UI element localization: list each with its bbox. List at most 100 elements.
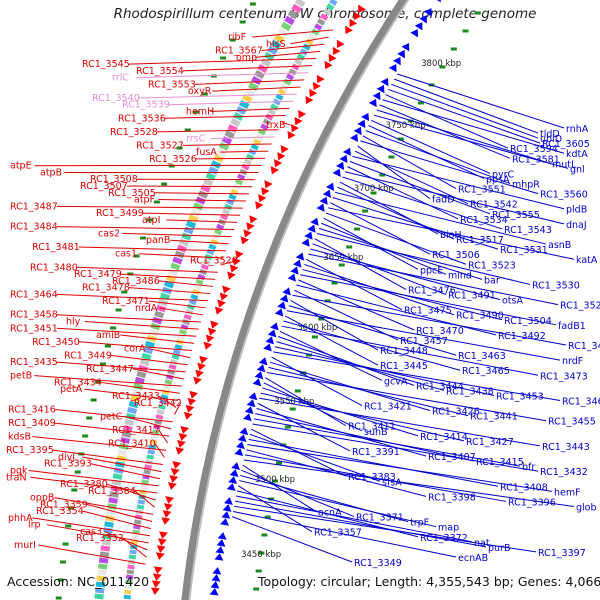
accession-label: Accession: NC_011420 (7, 574, 150, 589)
feature-ring-outer (144, 340, 155, 349)
gene-leader-forward (46, 524, 149, 544)
genome-backbone-highlight (188, 0, 410, 600)
feature-ring-middle (214, 228, 223, 236)
gene-label-forward: hly (66, 316, 81, 327)
gene-label-reverse: ubiD (540, 134, 562, 145)
gene-label-forward: RC1_3395 (6, 445, 54, 456)
feature-ring-middle (183, 313, 192, 321)
feature-ring-outer (101, 539, 112, 546)
feature-ring-middle (314, 23, 323, 31)
forward-gene-arrow (169, 475, 179, 483)
reverse-gene-arrow (310, 217, 319, 226)
reverse-gene-arrow (342, 147, 351, 157)
forward-gene-arrow (232, 257, 241, 266)
reverse-gene-arrow (357, 119, 366, 129)
reverse-gene-arrow (423, 8, 432, 17)
gene-leader-forward (110, 354, 188, 366)
feature-ring-outer (97, 569, 107, 576)
feature-ring-outer (96, 575, 107, 582)
gene-label-forward: hisS (266, 39, 286, 50)
gene-label-reverse: RC1_3427 (466, 437, 514, 448)
gene-label-reverse: RC1_3605 (542, 139, 590, 150)
reverse-gene-arrow (392, 56, 401, 66)
gene-leader-forward (182, 143, 272, 146)
reverse-gene-arrow (274, 308, 284, 317)
gene-label-reverse: RC1_3443 (542, 442, 590, 453)
gene-label-forward: RC1_3471 (102, 296, 150, 307)
forward-gene-arrow (180, 425, 190, 434)
gene-leader-reverse (283, 320, 461, 371)
gene-leader-forward (158, 395, 177, 408)
feature-ring-middle (164, 379, 173, 385)
scale-tick (249, 2, 256, 6)
feature-ring-outer (251, 75, 262, 86)
gene-leader-reverse (260, 392, 465, 442)
feature-ring-outer (98, 557, 109, 564)
gene-label-reverse: RC1_3494 (568, 341, 600, 352)
gene-label-reverse: RC1_3426 (432, 407, 480, 418)
gene-leader-reverse (241, 469, 355, 518)
reverse-gene-arrow (361, 112, 370, 122)
gene-label-reverse: tldD (540, 129, 560, 140)
forward-gene-arrow (217, 299, 226, 308)
gene-leader-reverse (360, 140, 539, 195)
scale-tick (115, 308, 122, 312)
gene-label-forward: RC1_3417 (112, 425, 160, 436)
gene-leader-forward (173, 402, 182, 415)
gene-leader-forward (132, 368, 184, 380)
feature-ring-middle (141, 479, 149, 485)
gene-leader-forward (124, 415, 172, 430)
gene-leader-forward (261, 43, 325, 52)
feature-ring-outer (130, 394, 141, 403)
feature-ring-outer (287, 9, 299, 20)
feature-ring-outer (148, 328, 159, 337)
gene-label-reverse: katA (576, 255, 598, 266)
gene-label-reverse: fadB1 (558, 321, 586, 332)
scale-tick (239, 20, 246, 24)
gene-label-reverse: RC1_3391 (352, 447, 400, 458)
forward-gene-arrow (219, 292, 229, 301)
gene-label-reverse: kdtA (566, 149, 588, 160)
gene-leader-forward (159, 307, 204, 316)
gene-label-reverse: map (438, 523, 459, 534)
scale-tick (397, 137, 404, 141)
reverse-gene-arrow (436, 0, 441, 3)
gene-label-reverse: gcvA (384, 376, 408, 387)
scale-tick (370, 191, 377, 195)
kbp-label: 3750 kbp (386, 121, 426, 131)
gene-label-reverse: RC1_3476 (408, 285, 456, 296)
gene-label-reverse: RC1_3530 (532, 280, 580, 291)
scale-tick (229, 38, 236, 42)
gene-leader-forward (82, 456, 162, 473)
feature-ring-middle (212, 233, 221, 241)
feature-ring-middle (125, 574, 134, 580)
gene-leader-forward (158, 429, 169, 444)
scale-tick (407, 119, 414, 123)
gene-leader-reverse (259, 397, 541, 447)
feature-ring-outer (238, 99, 250, 109)
forward-gene-arrow (161, 517, 171, 525)
gene-leader-reverse (234, 500, 487, 548)
feature-ring-outer (224, 130, 235, 139)
gene-label-forward: RC1_3442 (134, 398, 182, 409)
gene-leader-reverse (365, 130, 511, 184)
gene-label-reverse: RC1_3408 (500, 482, 548, 493)
gene-leader-forward (142, 212, 241, 216)
gene-label-forward: RC1_3464 (10, 289, 58, 300)
gene-label-reverse: RC1_3555 (492, 210, 540, 221)
forward-gene-arrow (358, 4, 366, 13)
gene-leader-forward (164, 114, 286, 119)
gene-leader-reverse (327, 207, 575, 260)
gene-label-forward: RC1_3484 (10, 222, 58, 233)
gene-label-reverse: RC1_3438 (446, 386, 494, 397)
feature-ring-outer (205, 172, 216, 181)
gene-label-reverse: RC1_3504 (504, 316, 552, 327)
gene-label-reverse: suhB (364, 427, 388, 438)
gene-label-reverse: RC1_3543 (504, 225, 552, 236)
gene-label-forward: RC1_3536 (118, 113, 166, 124)
scale-tick (99, 362, 106, 366)
feature-ring-middle (134, 514, 143, 520)
gene-label-forward: traN (6, 472, 27, 483)
gene-leader-forward (32, 517, 150, 537)
feature-ring-middle (322, 8, 332, 16)
